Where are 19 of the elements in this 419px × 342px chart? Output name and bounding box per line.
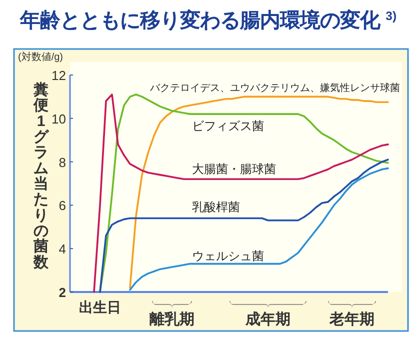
y-tick-label: 12 bbox=[52, 68, 66, 83]
series-label: ウェルシュ菌 bbox=[192, 249, 264, 263]
text: 糞便1グラム当たりの菌数 bbox=[34, 82, 48, 271]
series-label: ビフィズス菌 bbox=[192, 119, 264, 133]
y-tick-label: 8 bbox=[58, 154, 66, 170]
x-tick-label: 出生日 bbox=[79, 299, 121, 315]
series-label: バクテロイデス、ユウバクテリウム、嫌気性レンサ球菌 bbox=[149, 82, 400, 94]
chart-title: 年齢とともに移り変わる腸内環境の変化 $^{3)}$ bbox=[19, 9, 397, 32]
x-tick-label: 離乳期 bbox=[148, 311, 194, 328]
x-tick-label: 老年期 bbox=[328, 311, 374, 328]
y-tick-label: 6 bbox=[58, 198, 66, 214]
y-tick-label: 4 bbox=[58, 242, 66, 257]
series-label: 大腸菌・腸球菌 bbox=[192, 162, 276, 176]
series-label: 乳酸桿菌 bbox=[192, 200, 240, 214]
x-tick-label: 成年期 bbox=[244, 311, 290, 328]
y-tick-label: 2 bbox=[58, 285, 66, 300]
line-series bbox=[99, 158, 389, 293]
y-tick-label: 10 bbox=[52, 111, 66, 126]
text: (対数値/g) bbox=[18, 51, 63, 63]
